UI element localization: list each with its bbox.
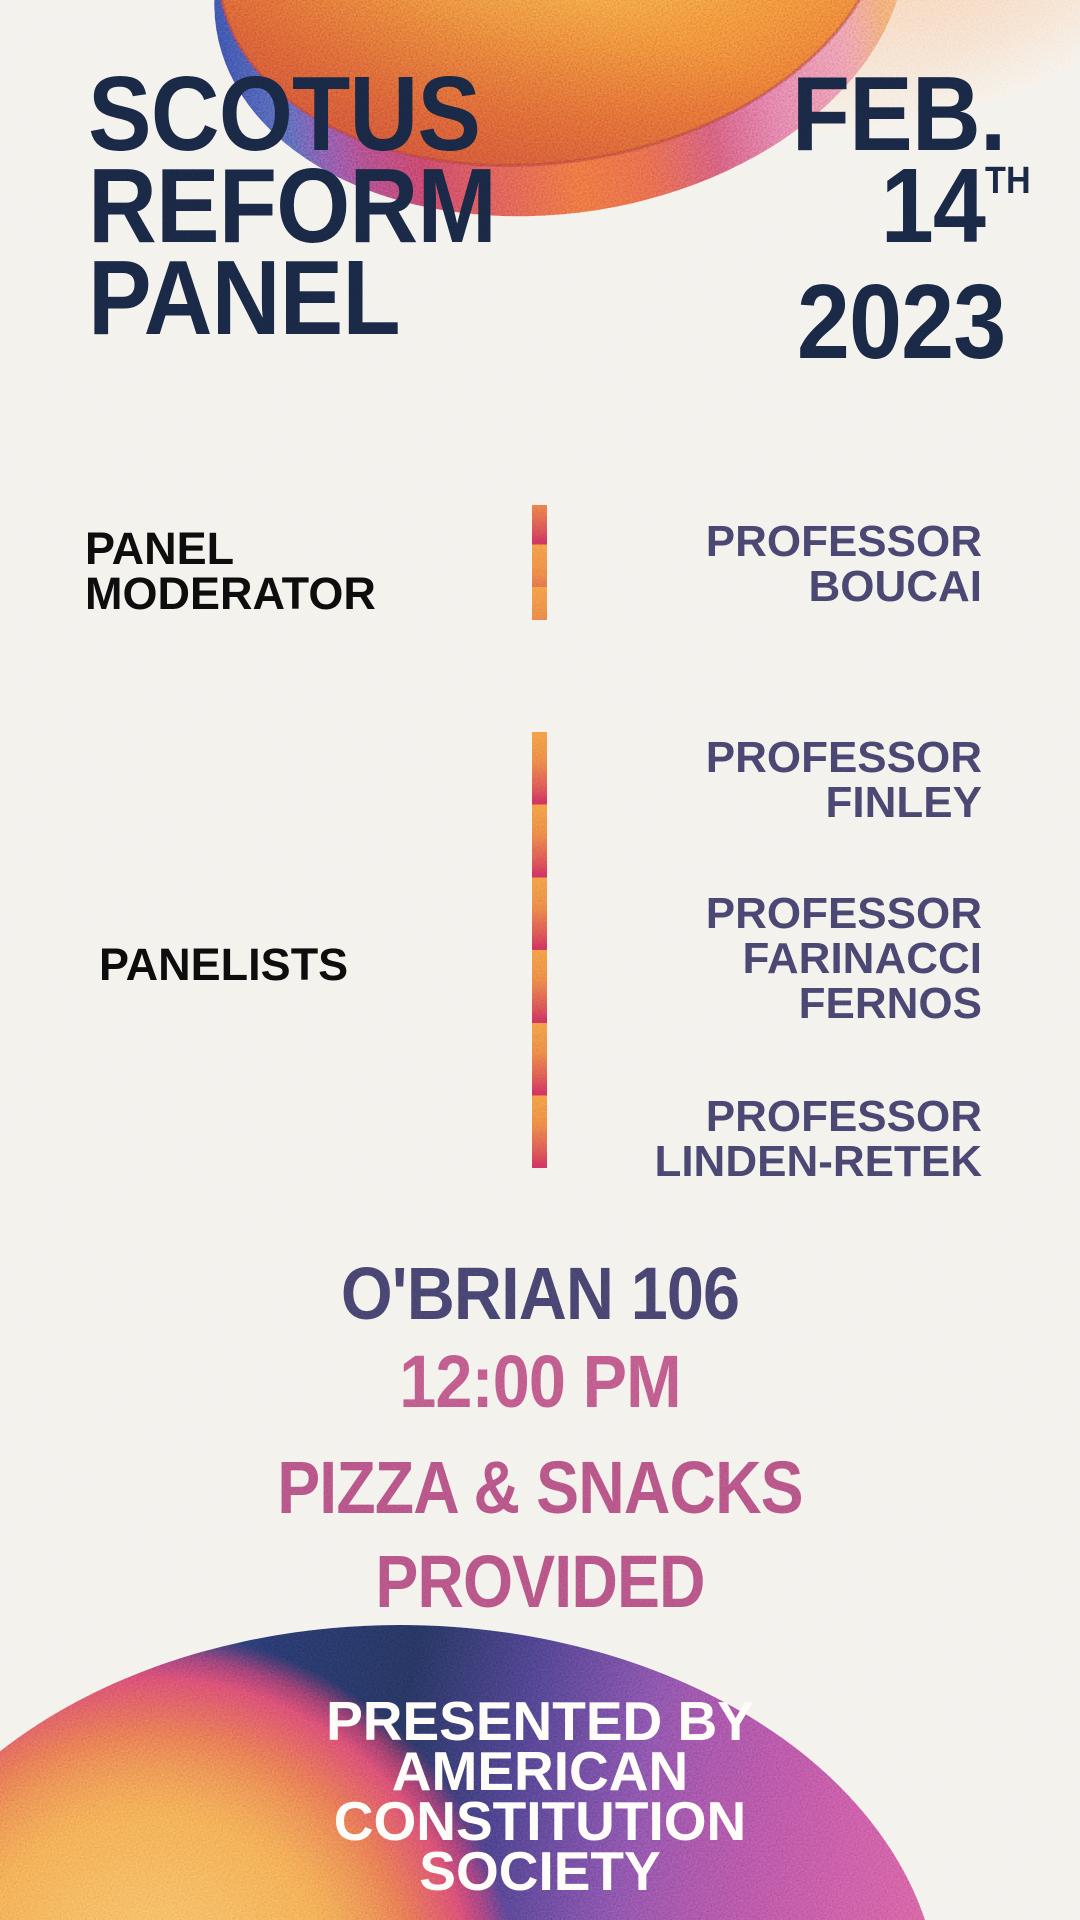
moderator-label-line-2: MODERATOR bbox=[85, 568, 376, 619]
date-day-line: 14TH bbox=[791, 153, 1030, 276]
panelist-1-line-1: PROFESSOR bbox=[705, 733, 982, 782]
event-date: FEB. 14TH 2023 bbox=[791, 61, 1030, 381]
date-day-suffix: TH bbox=[984, 160, 1031, 202]
panelist-name-farinacci-fernos: PROFESSOR FARINACCI FERNOS bbox=[706, 891, 982, 1026]
moderator-accent-bar bbox=[532, 505, 547, 620]
moderator-label: PANEL MODERATOR bbox=[85, 526, 376, 616]
panelist-1-line-2: FINLEY bbox=[825, 778, 982, 827]
panelist-name-linden-retek: PROFESSOR LINDEN-RETEK bbox=[654, 1094, 982, 1184]
food-note: PIZZA & SNACKS PROVIDED bbox=[70, 1441, 1010, 1629]
poster-title: SCOTUS REFORM PANEL bbox=[88, 61, 497, 357]
food-note-line-2: PROVIDED bbox=[375, 1540, 705, 1623]
footer-line-3: CONSTITUTION bbox=[333, 1790, 747, 1852]
footer-credit: PRESENTED BY AMERICAN CONSTITUTION SOCIE… bbox=[0, 1690, 1080, 1902]
panelist-2-line-3: FERNOS bbox=[798, 979, 982, 1028]
panelist-2-line-2: FARINACCI bbox=[742, 934, 982, 983]
panelist-3-line-1: PROFESSOR bbox=[705, 1092, 982, 1141]
footer-line-1: PRESENTED BY bbox=[326, 1690, 754, 1752]
panelist-3-line-2: LINDEN-RETEK bbox=[654, 1137, 982, 1186]
panelist-2-line-1: PROFESSOR bbox=[705, 889, 982, 938]
panelist-name-finley: PROFESSOR FINLEY bbox=[706, 735, 982, 825]
footer-line-2: AMERICAN bbox=[391, 1740, 689, 1802]
room-location: O'BRIAN 106 bbox=[340, 1252, 740, 1335]
panelists-label: PANELISTS bbox=[99, 939, 349, 990]
title-line-3: PANEL bbox=[88, 239, 401, 357]
footer-line-4: SOCIETY bbox=[419, 1840, 661, 1902]
date-day: 14 bbox=[880, 147, 985, 265]
food-note-line-1: PIZZA & SNACKS bbox=[277, 1446, 803, 1529]
panelists-accent-bar bbox=[532, 732, 547, 1168]
event-time: 12:00 PM bbox=[399, 1340, 681, 1423]
moderator-label-line-1: PANEL bbox=[85, 523, 235, 574]
moderator-name: PROFESSOR BOUCAI bbox=[706, 519, 982, 609]
date-year: 2023 bbox=[796, 263, 1006, 381]
moderator-name-line-2: BOUCAI bbox=[808, 562, 982, 611]
moderator-name-line-1: PROFESSOR bbox=[705, 517, 982, 566]
